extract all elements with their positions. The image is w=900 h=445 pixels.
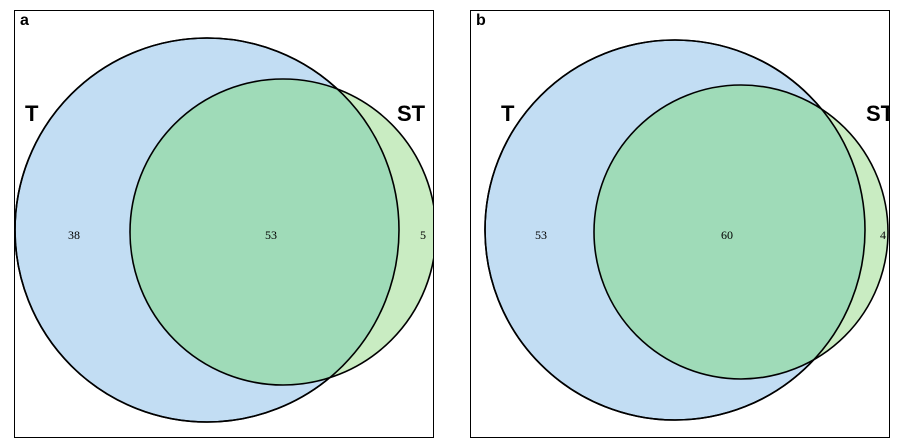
count-t-only: 38 — [68, 228, 80, 242]
count-st-only: 4 — [880, 228, 886, 242]
panel-letter: a — [20, 12, 29, 29]
set-t-label: T — [25, 101, 39, 126]
overlap-region — [594, 85, 865, 379]
count-t-only: 53 — [535, 228, 547, 242]
set-st-label: ST — [397, 101, 426, 126]
count-overlap: 60 — [721, 228, 733, 242]
set-st-label: ST — [866, 101, 890, 126]
venn-panel-a: a T ST 38 53 5 — [14, 10, 434, 438]
venn-diagram-b: T ST 53 60 4 — [484, 39, 890, 421]
set-t-label: T — [501, 101, 515, 126]
venn-panel-b: b T ST 53 60 4 — [470, 10, 890, 438]
count-st-only: 5 — [420, 228, 426, 242]
count-overlap: 53 — [265, 228, 277, 242]
overlap-region — [130, 79, 399, 385]
venn-diagram-a: T ST 38 53 5 — [15, 37, 433, 423]
panel-letter: b — [476, 12, 486, 29]
